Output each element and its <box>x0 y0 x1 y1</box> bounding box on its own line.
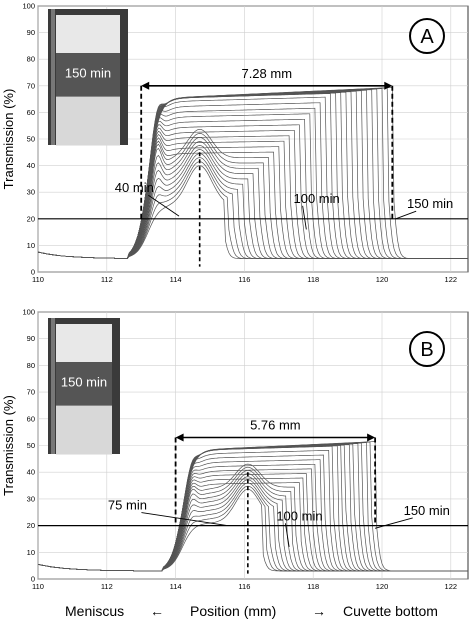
left-arrow-icon: ← <box>150 603 164 619</box>
y-tick-label: 30 <box>27 494 35 503</box>
time-annotation-label: 75 min <box>108 498 147 513</box>
x-tick-label: 114 <box>170 275 182 284</box>
x-tick-label: 118 <box>307 275 319 284</box>
meniscus-label: Meniscus <box>65 603 125 619</box>
curve-group <box>38 87 468 260</box>
inset-photo-top-layer <box>56 324 112 363</box>
x-tick-label: 120 <box>376 582 389 591</box>
inset-photo-top-layer <box>56 15 120 54</box>
x-tick-label: 110 <box>32 582 44 591</box>
y-tick-label: 90 <box>27 28 35 37</box>
x-tick-label: 114 <box>170 582 182 591</box>
inset-photo-edge <box>51 318 55 454</box>
profile-curve <box>38 441 468 572</box>
inset-photo-band <box>56 53 120 97</box>
band-width-arrow-left-head <box>141 81 150 90</box>
curve-group <box>38 441 468 572</box>
band-width-label: 5.76 mm <box>250 417 301 432</box>
panel-letter-circle <box>409 331 445 367</box>
y-tick-label: 20 <box>27 214 35 223</box>
y-tick-label: 10 <box>27 241 35 250</box>
y-tick-label: 60 <box>27 414 35 423</box>
y-tick-label: 30 <box>27 188 35 197</box>
inset-time-label: 150 min <box>61 375 107 390</box>
y-axis-title: Transmission (%) <box>1 89 16 190</box>
y-tick-label: 50 <box>27 135 35 144</box>
y-tick-label: 10 <box>27 548 35 557</box>
panel-a: 0 10 20 30 40 50 60 70 80 90 100 110 112 114 116 118 120… <box>1 2 469 284</box>
y-tick-label: 100 <box>22 308 35 317</box>
y-tick-label: 70 <box>27 81 35 90</box>
x-tick-label: 122 <box>445 275 458 284</box>
cuvette-bottom-label: Cuvette bottom <box>343 603 438 619</box>
y-tick-label: 80 <box>27 55 35 64</box>
y-tick-label: 80 <box>27 361 35 370</box>
x-tick-label: 120 <box>376 275 389 284</box>
x-tick-label: 110 <box>32 275 44 284</box>
band-width-arrow-right-head <box>367 433 376 442</box>
annotation-pointer <box>141 512 228 527</box>
time-annotation-label: 150 min <box>404 503 450 518</box>
x-tick-label: 112 <box>101 582 113 591</box>
y-tick-label: 40 <box>27 161 35 170</box>
right-arrow-icon: → <box>312 603 326 619</box>
annotation-pointer <box>148 194 180 217</box>
time-annotation-label: 100 min <box>294 191 340 206</box>
x-tick-label: 116 <box>238 275 250 284</box>
profile-curve <box>38 87 468 260</box>
inset-time-label: 150 min <box>65 66 111 81</box>
band-width-label: 7.28 mm <box>241 66 292 81</box>
annotation-pointer <box>375 517 413 529</box>
time-annotation-label: 100 min <box>276 508 322 523</box>
x-axis-title: Position (mm) <box>190 603 277 619</box>
y-tick-label: 60 <box>27 108 35 117</box>
y-tick-label: 50 <box>27 441 35 450</box>
inset-photo-edge <box>51 9 55 145</box>
y-tick-label: 70 <box>27 388 35 397</box>
y-tick-label: 0 <box>31 575 35 584</box>
band-width-arrow-right-head <box>384 81 393 90</box>
annotation-pointer <box>284 523 290 548</box>
y-tick-label: 0 <box>31 268 35 277</box>
y-tick-label: 20 <box>27 521 35 530</box>
panel-letter-circle <box>409 18 445 54</box>
x-tick-label: 122 <box>445 582 458 591</box>
time-annotation-label: 150 min <box>407 196 453 211</box>
x-tick-label: 112 <box>101 275 113 284</box>
inset-photo-band <box>56 362 112 406</box>
y-tick-label: 90 <box>27 334 35 343</box>
y-tick-label: 100 <box>22 2 35 11</box>
band-width-arrow-left-head <box>175 433 184 442</box>
inset-photo-bottom-layer <box>56 96 120 146</box>
panel-letter: A <box>420 26 434 48</box>
annotation-pointer <box>302 205 307 230</box>
annotation-pointer <box>395 210 417 220</box>
y-tick-label: 40 <box>27 468 35 477</box>
y-axis-title: Transmission (%) <box>1 395 16 496</box>
time-annotation-label: 40 min <box>115 180 154 195</box>
x-tick-label: 118 <box>307 582 319 591</box>
panel-letter: B <box>420 339 433 361</box>
panel-b: 0 10 20 30 40 50 60 70 80 90 100 110 112 114 116 118 120… <box>1 308 469 591</box>
inset-photo-bottom-layer <box>56 405 112 455</box>
x-tick-label: 116 <box>238 582 250 591</box>
